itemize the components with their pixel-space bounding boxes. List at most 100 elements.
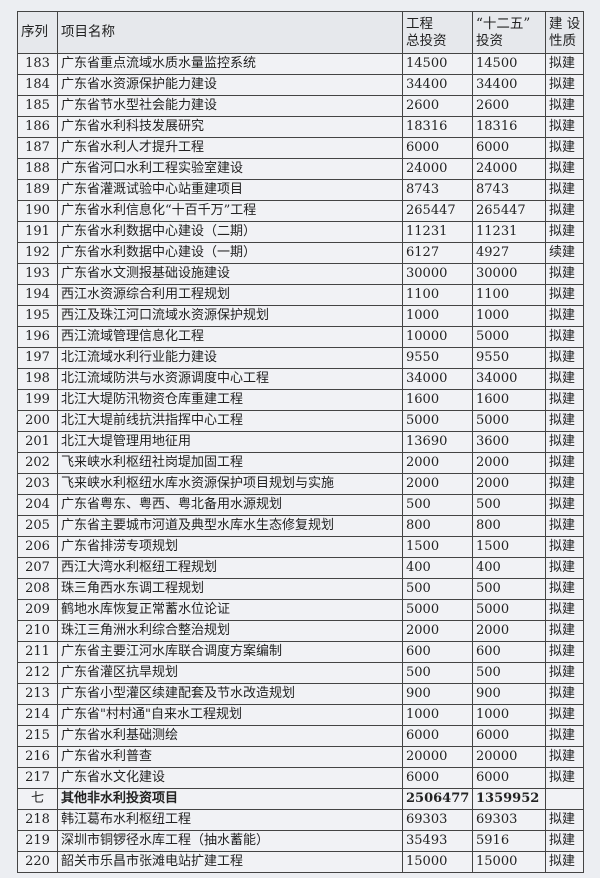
cell-seq: 199 — [17, 389, 58, 411]
cell-seq: 209 — [17, 599, 58, 621]
table-row: 191 广东省水利数据中心建设（二期） 11231 11231 拟建 — [17, 221, 584, 243]
cell-name: 鹤地水库恢复正常蓄水位论证 — [57, 599, 403, 621]
cell-seq: 204 — [17, 494, 58, 516]
cell-type: 拟建 — [545, 116, 584, 138]
cell-plan: 1500 — [472, 536, 546, 558]
header-plan-line1: “十二五” — [476, 15, 531, 32]
cell-seq: 216 — [17, 746, 58, 768]
cell-type: 拟建 — [545, 620, 584, 642]
header-total-line2: 总投资 — [406, 32, 447, 49]
cell-plan: 14500 — [472, 53, 546, 75]
cell-seq: 215 — [17, 725, 58, 747]
cell-type: 拟建 — [545, 368, 584, 390]
table-row: 202 飞来峡水利枢纽社岗堤加固工程 2000 2000 拟建 — [17, 452, 584, 474]
header-plan: “十二五” 投资 — [472, 11, 546, 54]
cell-plan: 500 — [472, 578, 546, 600]
cell-type: 拟建 — [545, 74, 584, 96]
table-row: 183 广东省重点流域水质水量监控系统 14500 14500 拟建 — [17, 53, 584, 75]
cell-name: 北江大堤防汛物资仓库重建工程 — [57, 389, 403, 411]
cell-name: 深圳市铜锣径水库工程（抽水蓄能） — [57, 830, 403, 852]
cell-seq: 202 — [17, 452, 58, 474]
cell-type: 拟建 — [545, 641, 584, 663]
table-row: 195 西江及珠江河口流域水资源保护规划 1000 1000 拟建 — [17, 305, 584, 327]
cell-type: 拟建 — [545, 599, 584, 621]
cell-name: 广东省水利数据中心建设（一期） — [57, 242, 403, 264]
cell-seq: 207 — [17, 557, 58, 579]
cell-type: 拟建 — [545, 494, 584, 516]
cell-plan: 1600 — [472, 389, 546, 411]
cell-plan: 265447 — [472, 200, 546, 222]
section-row: 七其他非水利投资项目 2506477 1359952 — [17, 788, 584, 810]
cell-plan: 9550 — [472, 347, 546, 369]
cell-seq: 213 — [17, 683, 58, 705]
cell-seq: 218 — [17, 809, 58, 831]
table-row: 215 广东省水利基础测绘 6000 6000 拟建 — [17, 725, 584, 747]
cell-name: 西江水资源综合利用工程规划 — [57, 284, 403, 306]
cell-seq: 203 — [17, 473, 58, 495]
cell-type: 拟建 — [545, 53, 584, 75]
table-row: 213 广东省小型灌区续建配套及节水改造规划 900 900 拟建 — [17, 683, 584, 705]
cell-total: 900 — [402, 683, 473, 705]
cell-total: 13690 — [402, 431, 473, 453]
cell-total: 9550 — [402, 347, 473, 369]
table-row: 208 珠三角西水东调工程规划 500 500 拟建 — [17, 578, 584, 600]
cell-total: 18316 — [402, 116, 473, 138]
table-row: 217 广东省水文化建设 6000 6000 拟建 — [17, 767, 584, 789]
table-row: 198 北江流域防洪与水资源调度中心工程 34000 34000 拟建 — [17, 368, 584, 390]
cell-seq: 201 — [17, 431, 58, 453]
cell-seq: 185 — [17, 95, 58, 117]
cell-name: 北江流域防洪与水资源调度中心工程 — [57, 368, 403, 390]
cell-plan: 1000 — [472, 704, 546, 726]
cell-plan: 6000 — [472, 725, 546, 747]
table-row: 190 广东省水利信息化“十百千万”工程 265447 265447 拟建 — [17, 200, 584, 222]
cell-total: 1000 — [402, 704, 473, 726]
cell-plan: 6000 — [472, 137, 546, 159]
cell-name: 其他非水利投资项目 — [57, 788, 403, 810]
table-row: 189 广东省灌溉试验中心站重建项目 8743 8743 拟建 — [17, 179, 584, 201]
cell-plan: 18316 — [472, 116, 546, 138]
cell-seq: 198 — [17, 368, 58, 390]
header-total-line1: 工程 — [406, 15, 433, 32]
table-row: 194 西江水资源综合利用工程规划 1100 1100 拟建 — [17, 284, 584, 306]
table-row: 196 西江流域管理信息化工程 10000 5000 拟建 — [17, 326, 584, 348]
cell-plan: 2000 — [472, 452, 546, 474]
cell-name: 北江流域水利行业能力建设 — [57, 347, 403, 369]
cell-total: 6000 — [402, 767, 473, 789]
cell-name: 广东省水利人才提升工程 — [57, 137, 403, 159]
table-row: 218 韩江葛布水利枢纽工程 69303 69303 拟建 — [17, 809, 584, 831]
table-row: 210 珠江三角洲水利综合整治规划 2000 2000 拟建 — [17, 620, 584, 642]
cell-name: 珠三角西水东调工程规划 — [57, 578, 403, 600]
cell-seq: 205 — [17, 515, 58, 537]
cell-name: 韩江葛布水利枢纽工程 — [57, 809, 403, 831]
cell-plan: 20000 — [472, 746, 546, 768]
table-row: 184 广东省水资源保护能力建设 34400 34400 拟建 — [17, 74, 584, 96]
table-header-row: 序列 项目名称 工程 总投资 “十二五” 投资 建 设性质 — [17, 11, 584, 54]
cell-total: 2000 — [402, 620, 473, 642]
cell-type: 拟建 — [545, 830, 584, 852]
cell-type: 拟建 — [545, 473, 584, 495]
header-type-line1: 建 设 — [549, 15, 581, 32]
cell-name: 广东省主要城市河道及典型水库水生态修复规划 — [57, 515, 403, 537]
cell-plan: 1100 — [472, 284, 546, 306]
cell-total: 1100 — [402, 284, 473, 306]
table-row: 220 韶关市乐昌市张滩电站扩建工程 15000 15000 拟建 — [17, 851, 584, 873]
header-type: 建 设性质 — [545, 11, 584, 54]
cell-type: 拟建 — [545, 431, 584, 453]
cell-seq: 192 — [17, 242, 58, 264]
cell-total: 14500 — [402, 53, 473, 75]
cell-plan: 2000 — [472, 473, 546, 495]
cell-name: 广东省灌区抗旱规划 — [57, 662, 403, 684]
cell-total: 2600 — [402, 95, 473, 117]
cell-seq: 189 — [17, 179, 58, 201]
cell-total: 265447 — [402, 200, 473, 222]
table-row: 211 广东省主要江河水库联合调度方案编制 600 600 拟建 — [17, 641, 584, 663]
cell-seq: 184 — [17, 74, 58, 96]
cell-total: 500 — [402, 494, 473, 516]
table-row: 186 广东省水利科技发展研究 18316 18316 拟建 — [17, 116, 584, 138]
cell-plan: 1000 — [472, 305, 546, 327]
cell-plan: 600 — [472, 641, 546, 663]
header-seq: 序列 — [17, 11, 58, 54]
cell-name: 北江大堤管理用地征用 — [57, 431, 403, 453]
table-row: 187 广东省水利人才提升工程 6000 6000 拟建 — [17, 137, 584, 159]
cell-seq: 183 — [17, 53, 58, 75]
